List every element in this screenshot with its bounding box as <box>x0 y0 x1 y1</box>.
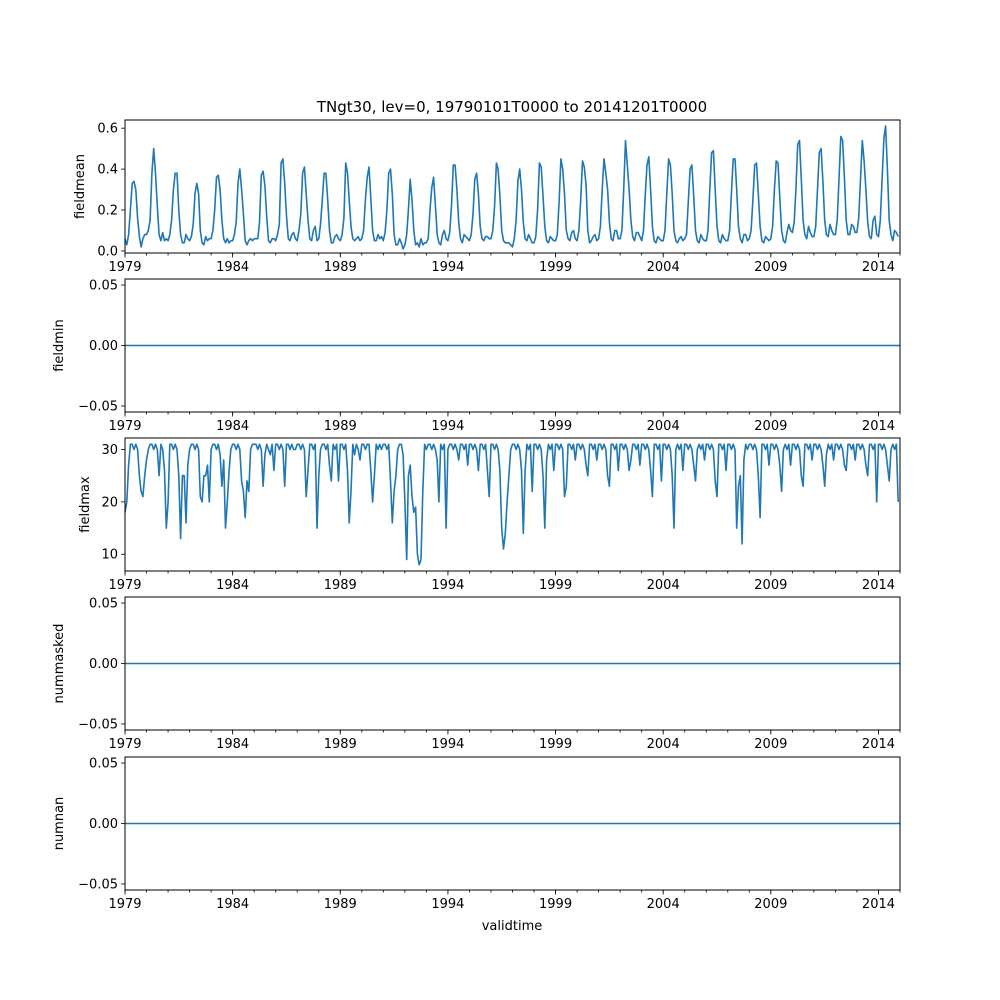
y-tick-label: 0.2 <box>97 204 118 219</box>
x-tick-label: 1989 <box>324 260 357 275</box>
x-tick-label: 1979 <box>108 578 141 593</box>
y-tick-label: 0.0 <box>97 244 118 259</box>
x-tick-label: 1979 <box>108 260 141 275</box>
x-tick-label: 1999 <box>539 419 572 434</box>
y-tick-label: 20 <box>101 495 118 510</box>
x-tick-label: 1999 <box>539 897 572 912</box>
x-tick-label: 2009 <box>754 419 787 434</box>
x-tick-label: 2004 <box>647 897 680 912</box>
x-tick-label: 2014 <box>862 737 895 752</box>
x-tick-label: 1979 <box>108 897 141 912</box>
y-tick-label: 0.05 <box>89 757 118 772</box>
x-tick-label: 2014 <box>862 578 895 593</box>
y-axis-label: fieldmean <box>73 154 88 219</box>
x-tick-label: 2004 <box>647 578 680 593</box>
x-tick-label: 2004 <box>647 737 680 752</box>
chart-title: TNgt30, lev=0, 19790101T0000 to 20141201… <box>316 98 707 116</box>
x-tick-label: 1979 <box>108 737 141 752</box>
x-tick-label: 1994 <box>431 260 464 275</box>
x-tick-label: 1994 <box>431 897 464 912</box>
x-tick-label: 1989 <box>324 578 357 593</box>
y-tick-label: 10 <box>101 548 118 563</box>
panel-fieldmin: −0.05 0.00 0.05 1979 1984 1989 1994 1999 2004 200… <box>52 278 901 434</box>
y-tick-label: 0.6 <box>97 122 118 137</box>
x-tick-label: 2009 <box>754 897 787 912</box>
x-tick-label: 1994 <box>431 419 464 434</box>
x-tick-label: 1999 <box>539 578 572 593</box>
x-tick-label: 1989 <box>324 419 357 434</box>
x-tick-label: 2014 <box>862 419 895 434</box>
x-tick-label: 1984 <box>216 578 249 593</box>
panel-numnan: −0.05 0.00 0.05 1979 1984 1989 1994 1999 2004 200… <box>52 756 901 912</box>
y-tick-label: −0.05 <box>78 877 118 892</box>
x-tick-label: 1999 <box>539 260 572 275</box>
x-tick-label: 2014 <box>862 897 895 912</box>
y-tick-label: 0.05 <box>89 279 118 294</box>
x-tick-label: 2009 <box>754 737 787 752</box>
y-tick-label: −0.05 <box>78 717 118 732</box>
x-tick-label: 1994 <box>431 578 464 593</box>
x-tick-label: 2004 <box>647 419 680 434</box>
y-axis-label: fieldmin <box>52 319 67 372</box>
y-tick-label: 0.4 <box>97 163 118 178</box>
x-axis-label: validtime <box>482 919 543 934</box>
x-tick-label: 1979 <box>108 419 141 434</box>
x-tick-label: 1994 <box>431 737 464 752</box>
x-tick-label: 1984 <box>216 419 249 434</box>
series-line-fieldmean <box>124 125 899 250</box>
y-tick-label: 0.00 <box>89 339 118 354</box>
x-tick-label: 1984 <box>216 260 249 275</box>
y-tick-label: 0.00 <box>89 657 118 672</box>
x-tick-label: 1984 <box>216 737 249 752</box>
x-tick-label: 2014 <box>862 260 895 275</box>
x-tick-label: 2004 <box>647 260 680 275</box>
x-tick-label: 1989 <box>324 897 357 912</box>
x-tick-label: 1984 <box>216 897 249 912</box>
y-axis-label: nummasked <box>52 624 67 704</box>
x-tick-label: 2009 <box>754 578 787 593</box>
y-axis-label: fieldmax <box>78 476 93 533</box>
x-tick-label: 1999 <box>539 737 572 752</box>
panel-fieldmax: 10 20 30 1979 1984 1989 1994 1999 2004 2009 2014 fi… <box>78 437 901 593</box>
panel-nummasked: −0.05 0.00 0.05 1979 1984 1989 1994 1999 2004 200… <box>52 596 901 752</box>
y-tick-label: 30 <box>101 443 118 458</box>
x-tick-label: 1989 <box>324 737 357 752</box>
y-axis-label: numnan <box>52 797 67 851</box>
series-line-fieldmax <box>124 443 899 566</box>
y-tick-label: 0.05 <box>89 597 118 612</box>
y-tick-label: −0.05 <box>78 399 118 414</box>
panel-fieldmean: 0.0 0.2 0.4 0.6 1979 1984 1989 1994 1999 2004 2009… <box>73 119 901 275</box>
y-tick-label: 0.00 <box>89 817 118 832</box>
x-tick-label: 2009 <box>754 260 787 275</box>
